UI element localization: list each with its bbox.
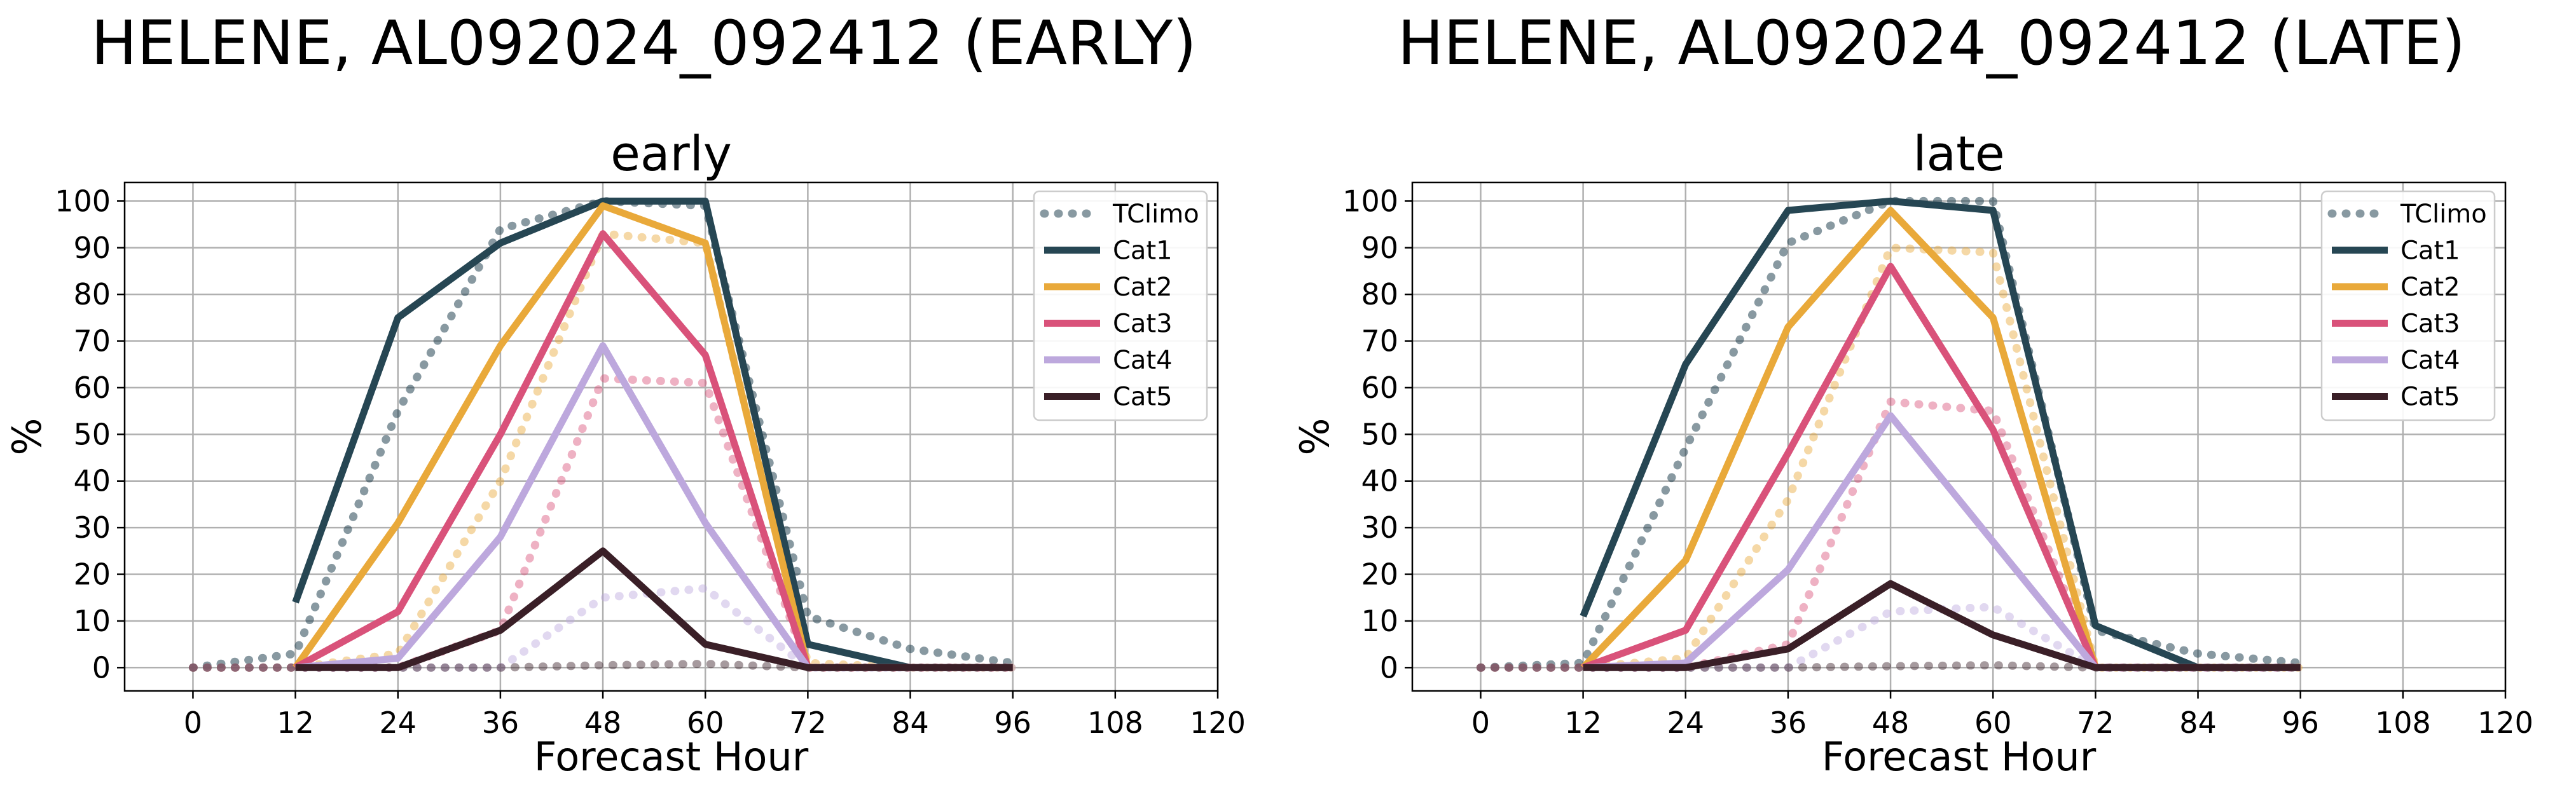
series-line-cat1: [292, 197, 1013, 671]
x-tick-label: 108: [2375, 706, 2431, 740]
legend-label: Cat1: [1113, 236, 1173, 266]
y-tick-label: 20: [1361, 557, 1398, 592]
y-tick-label: 20: [73, 557, 111, 592]
figure-early: HELENE, AL092024_092412 (EARLY) early 0 12…: [4, 8, 1246, 780]
axes-frame: [1411, 181, 2507, 692]
y-tick-label: 40: [73, 464, 111, 498]
legend: TClimo Cat1 Cat2 Cat3 Cat4 Cat5: [2320, 190, 2496, 421]
y-tick-label: 10: [73, 604, 111, 638]
series-group: [292, 197, 1013, 671]
x-tick-label: 72: [789, 706, 827, 740]
figure-suptitle: HELENE, AL092024_092412 (EARLY): [91, 8, 1197, 79]
x-tick-label: 96: [2282, 706, 2319, 740]
legend-label: Cat5: [1113, 383, 1173, 412]
x-tick-label: 12: [1564, 706, 1602, 740]
legend-label: Cat2: [1113, 273, 1173, 302]
series-line-cat5: [295, 547, 1013, 671]
legend-label: Cat3: [2400, 310, 2460, 339]
x-tick-label: 36: [482, 706, 520, 740]
y-tick-label: 60: [73, 371, 111, 405]
axes-frame: [123, 181, 1219, 692]
x-tick-label: 96: [994, 706, 1031, 740]
x-tick-label: 120: [2477, 706, 2533, 740]
x-tick-label: 36: [1770, 706, 1807, 740]
legend-label: Cat3: [1113, 310, 1173, 339]
y-tick-label: 70: [73, 324, 111, 358]
legend-label: Cat2: [2400, 273, 2460, 302]
x-axis-label: Forecast Hour: [1822, 734, 2097, 780]
legend-label: TClimo: [2400, 200, 2487, 229]
y-tick-label: 100: [55, 184, 111, 218]
x-tick-label: 12: [277, 706, 314, 740]
x-tick-label: 84: [892, 706, 929, 740]
x-tick-label: 48: [584, 706, 622, 740]
y-tick-label: 80: [1361, 277, 1398, 311]
y-tick-label: 30: [1361, 510, 1398, 545]
series-line-cat1: [1580, 197, 2301, 671]
line-chart-late: late 0 12 24 36 48 60 72 84 96 108 120 0 10 20 30 40 50 60…: [1291, 125, 2533, 780]
x-tick-label: 120: [1190, 706, 1246, 740]
climo-line-tclimo: [1476, 196, 2305, 672]
series-line-cat4: [295, 342, 1013, 671]
figure-late: HELENE, AL092024_092412 (LATE) late 0 12 24…: [1288, 0, 2575, 792]
y-tick-label: 90: [73, 231, 111, 265]
legend-label: Cat1: [2400, 236, 2460, 266]
y-tick-label: 70: [1361, 324, 1398, 358]
x-tick-label: 48: [1872, 706, 1910, 740]
x-tick-label: 84: [2179, 706, 2217, 740]
y-tick-label: 50: [1361, 417, 1398, 451]
line-chart-early: early 0 12 24 36 48 60 72 84 96 108 120 0 10 20 30 40 50 6…: [4, 125, 1246, 780]
x-tick-label: 0: [184, 706, 202, 740]
legend-label: Cat4: [2400, 346, 2460, 375]
y-tick-label: 40: [1361, 464, 1398, 498]
y-tick-label: 0: [1380, 650, 1398, 685]
x-tick-label: 108: [1087, 706, 1143, 740]
y-tick-label: 30: [73, 510, 111, 545]
y-tick-label: 10: [1361, 604, 1398, 638]
series-line-cat3: [293, 230, 1013, 671]
x-axis-label: Forecast Hour: [534, 734, 809, 780]
x-tick-label: 24: [379, 706, 417, 740]
y-axis-label: %: [4, 418, 50, 456]
x-tick-label: 60: [1974, 706, 2012, 740]
legend-label: TClimo: [1112, 200, 1199, 229]
y-tick-label: 100: [1342, 184, 1398, 218]
legend-label: Cat4: [1113, 346, 1173, 375]
y-axis-label: %: [1291, 418, 1338, 456]
y-tick-label: 0: [92, 650, 111, 685]
series-group: [1580, 197, 2301, 671]
chart-title: early: [610, 125, 732, 182]
x-tick-label: 60: [687, 706, 724, 740]
x-tick-label: 24: [1667, 706, 1704, 740]
x-tick-label: 72: [2077, 706, 2114, 740]
legend-label: Cat5: [2400, 383, 2460, 412]
series-line-cat5: [1583, 580, 2301, 671]
y-tick-label: 90: [1361, 231, 1398, 265]
y-tick-label: 50: [73, 417, 111, 451]
chart-title: late: [1913, 125, 2004, 182]
legend: TClimo Cat1 Cat2 Cat3 Cat4 Cat5: [1033, 190, 1208, 421]
figure-suptitle: HELENE, AL092024_092412 (LATE): [1397, 8, 2466, 79]
x-tick-label: 0: [1471, 706, 1490, 740]
y-tick-label: 60: [1361, 371, 1398, 405]
y-tick-label: 80: [73, 277, 111, 311]
